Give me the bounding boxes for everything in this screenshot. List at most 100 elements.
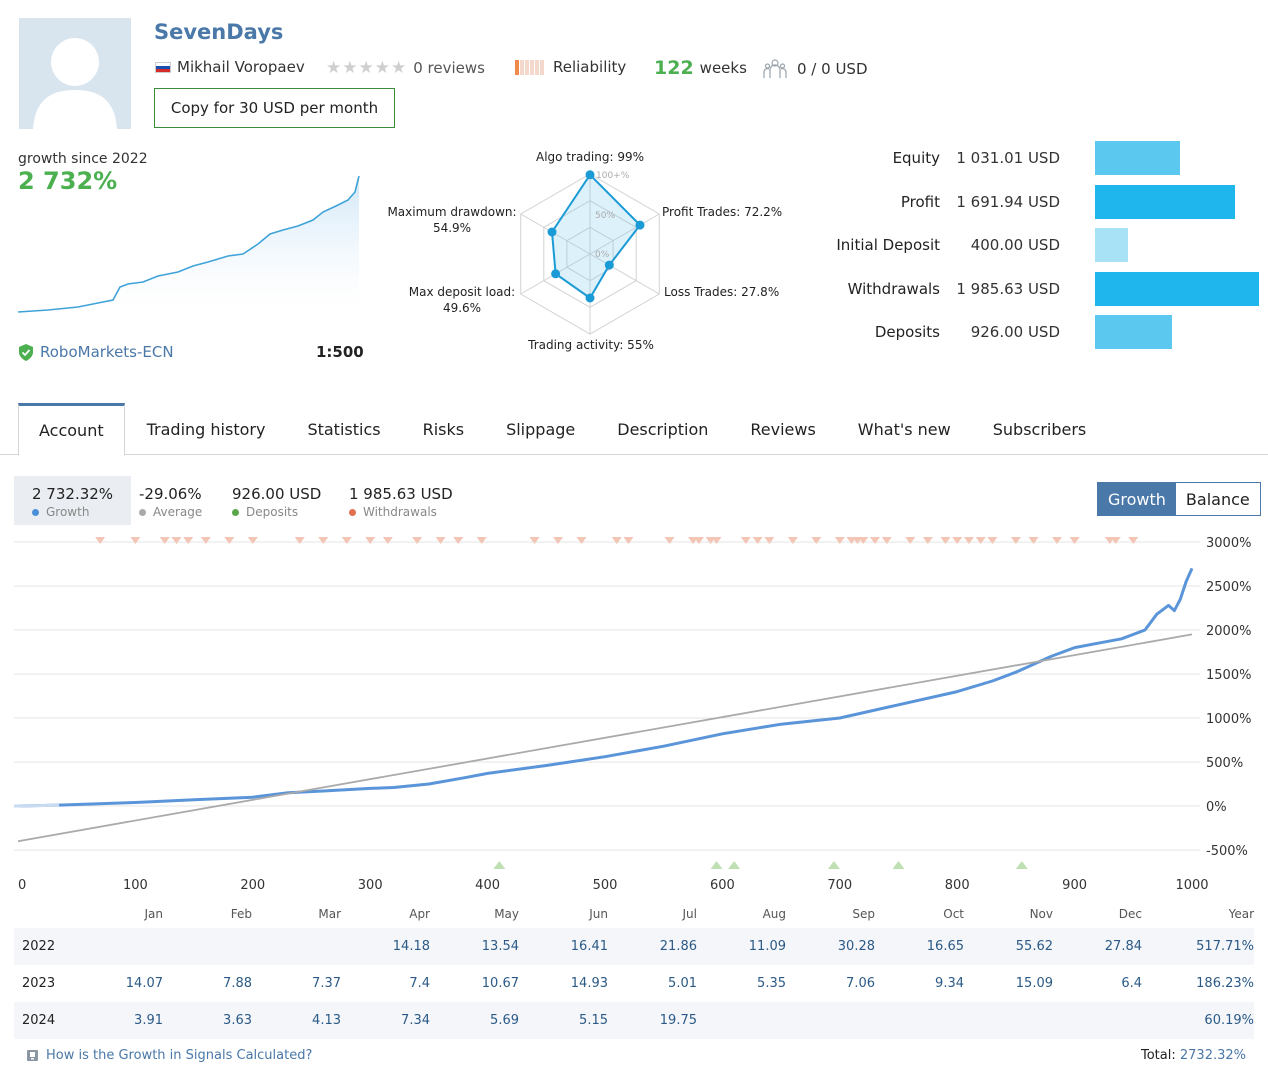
deposit-marker[interactable] (493, 861, 506, 869)
withdrawal-marker[interactable] (834, 537, 845, 544)
author-avatar[interactable] (19, 18, 131, 129)
withdrawal-marker[interactable] (975, 537, 986, 544)
tab-subscribers[interactable]: Subscribers (992, 419, 1087, 439)
legend-growth[interactable]: 2 732.32% Growth (14, 476, 132, 525)
legend-deposits-value: 926.00 USD (232, 485, 322, 503)
withdrawal-marker[interactable] (1128, 537, 1139, 544)
tab-slippage[interactable]: Slippage (506, 419, 576, 439)
withdrawal-marker[interactable] (1110, 537, 1121, 544)
x-tick-label: 600 (710, 878, 735, 893)
radar-points (547, 170, 645, 303)
withdrawal-marker[interactable] (1069, 537, 1080, 544)
withdrawal-marker[interactable] (905, 537, 916, 544)
month-header: Nov (1029, 907, 1053, 921)
withdrawal-marker[interactable] (553, 537, 564, 544)
withdrawal-marker[interactable] (159, 537, 170, 544)
withdrawal-marker[interactable] (664, 537, 675, 544)
withdrawal-marker[interactable] (453, 537, 464, 544)
tab-trading-history[interactable]: Trading history (146, 419, 266, 439)
deposit-marker[interactable] (892, 861, 905, 869)
radar-label-trading-activity: Trading activity: 55% (528, 338, 654, 352)
broker-name[interactable]: RoboMarkets-ECN (40, 343, 174, 361)
month-cell: 27.84 (1104, 939, 1142, 954)
deposit-marker[interactable] (827, 861, 840, 869)
radar-label-max-deposit-load: Max deposit load: 49.6% (396, 284, 528, 316)
withdrawal-marker[interactable] (881, 537, 892, 544)
withdrawal-marker[interactable] (95, 537, 106, 544)
legend-withdrawals-name: Withdrawals (363, 505, 437, 519)
withdrawal-marker[interactable] (435, 537, 446, 544)
tab-whats-new[interactable]: What's new (857, 419, 951, 439)
author-name[interactable]: Mikhail Voropaev (177, 58, 305, 76)
withdrawal-marker[interactable] (811, 537, 822, 544)
withdrawal-marker[interactable] (247, 537, 258, 544)
withdrawal-marker[interactable] (341, 537, 352, 544)
withdrawal-marker[interactable] (130, 537, 141, 544)
legend-deposits[interactable]: 926.00 USD Deposits (214, 476, 339, 525)
deposit-marker[interactable] (710, 861, 723, 869)
reviews-count[interactable]: 0 reviews (413, 59, 485, 77)
withdrawal-marker[interactable] (1051, 537, 1062, 544)
broker-link[interactable]: RoboMarkets-ECN (18, 343, 174, 361)
withdrawal-marker[interactable] (183, 537, 194, 544)
withdrawal-marker[interactable] (476, 537, 487, 544)
reliability-row[interactable]: Reliability (515, 58, 626, 76)
copy-subscribe-button[interactable]: Copy for 30 USD per month (154, 88, 395, 128)
tab-description[interactable]: Description (617, 419, 709, 439)
withdrawal-marker[interactable] (171, 537, 182, 544)
growth-toggle-button[interactable]: Growth (1098, 483, 1176, 515)
withdrawal-marker[interactable] (940, 537, 951, 544)
radar-label-profit-trades: Profit Trades: 72.2% (662, 205, 783, 219)
month-cell: 10.67 (481, 976, 519, 991)
month-cell: 16.65 (926, 939, 964, 954)
stat-value: 400.00 USD (970, 236, 1060, 254)
legend-average[interactable]: -29.06% Average (121, 476, 220, 525)
month-header: Jan (144, 907, 164, 921)
withdrawal-marker[interactable] (224, 537, 235, 544)
withdrawal-marker[interactable] (200, 537, 211, 544)
month-cell: 7.06 (846, 976, 875, 991)
withdrawal-marker[interactable] (787, 537, 798, 544)
withdrawal-marker[interactable] (963, 537, 974, 544)
growth-help-text[interactable]: How is the Growth in Signals Calculated? (46, 1048, 313, 1063)
withdrawal-marker[interactable] (870, 537, 881, 544)
withdrawal-marker[interactable] (858, 537, 869, 544)
withdrawal-marker[interactable] (365, 537, 376, 544)
avatar-silhouette-icon (19, 18, 131, 129)
total-value: 2732.32% (1179, 1048, 1246, 1063)
withdrawal-marker[interactable] (623, 537, 634, 544)
withdrawal-marker[interactable] (752, 537, 763, 544)
withdrawal-marker[interactable] (987, 537, 998, 544)
withdrawal-marker[interactable] (611, 537, 622, 544)
withdrawal-marker[interactable] (764, 537, 775, 544)
y-tick-label: 1000% (1206, 712, 1251, 727)
withdrawal-marker[interactable] (1028, 537, 1039, 544)
withdrawal-marker[interactable] (693, 537, 704, 544)
reviews-row[interactable]: ★★★★★ 0 reviews (326, 58, 485, 78)
radar-value-polygon (550, 173, 642, 300)
withdrawal-marker[interactable] (922, 537, 933, 544)
tab-bar: Account Trading history Statistics Risks… (0, 403, 1268, 456)
withdrawal-marker[interactable] (952, 537, 963, 544)
tab-account[interactable]: Account (18, 403, 125, 456)
legend-withdrawals[interactable]: 1 985.63 USD Withdrawals (331, 476, 471, 525)
legend-growth-value: 2 732.32% (32, 485, 114, 503)
withdrawal-marker[interactable] (294, 537, 305, 544)
withdrawal-marker[interactable] (412, 537, 423, 544)
tab-statistics[interactable]: Statistics (307, 419, 381, 439)
withdrawal-marker[interactable] (382, 537, 393, 544)
y-tick-label: 0% (1206, 800, 1227, 815)
withdrawal-marker[interactable] (318, 537, 329, 544)
balance-toggle-button[interactable]: Balance (1175, 483, 1260, 515)
tab-risks[interactable]: Risks (422, 419, 465, 439)
withdrawal-marker[interactable] (576, 537, 587, 544)
deposit-marker[interactable] (1015, 861, 1028, 869)
growth-help-link[interactable]: How is the Growth in Signals Calculated? (27, 1048, 312, 1063)
tab-reviews[interactable]: Reviews (750, 419, 816, 439)
withdrawal-marker[interactable] (740, 537, 751, 544)
withdrawal-marker[interactable] (1010, 537, 1021, 544)
deposit-marker[interactable] (728, 861, 741, 869)
withdrawal-marker[interactable] (529, 537, 540, 544)
withdrawal-marker[interactable] (711, 537, 722, 544)
signal-title[interactable]: SevenDays (154, 20, 284, 44)
